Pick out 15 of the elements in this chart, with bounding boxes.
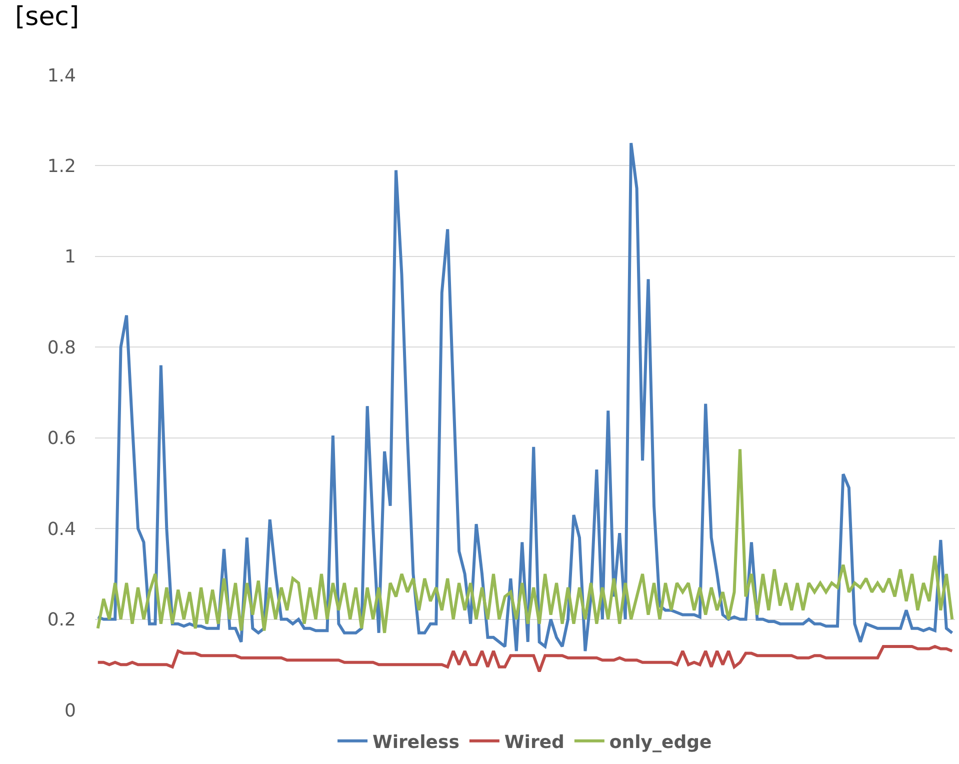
- y-tick-label: 1.4: [47, 65, 76, 86]
- legend-label: Wired: [504, 732, 564, 753]
- line-series: [96, 645, 954, 673]
- y-tick-label: 0.4: [47, 518, 76, 540]
- y-axis-title: [sec]: [15, 2, 80, 32]
- legend-label: only_edge: [609, 732, 712, 753]
- line-series: [96, 448, 954, 634]
- y-tick-label: 0.6: [47, 428, 76, 450]
- y-tick-label: 0.8: [47, 337, 76, 358]
- legend-label: Wireless: [372, 732, 460, 753]
- y-tick-label: 0: [64, 700, 76, 722]
- line-series: [96, 142, 954, 653]
- y-tick-label: 1.2: [47, 156, 76, 178]
- y-tick-label: 1: [64, 246, 76, 268]
- y-tick-label: 0.2: [47, 610, 76, 631]
